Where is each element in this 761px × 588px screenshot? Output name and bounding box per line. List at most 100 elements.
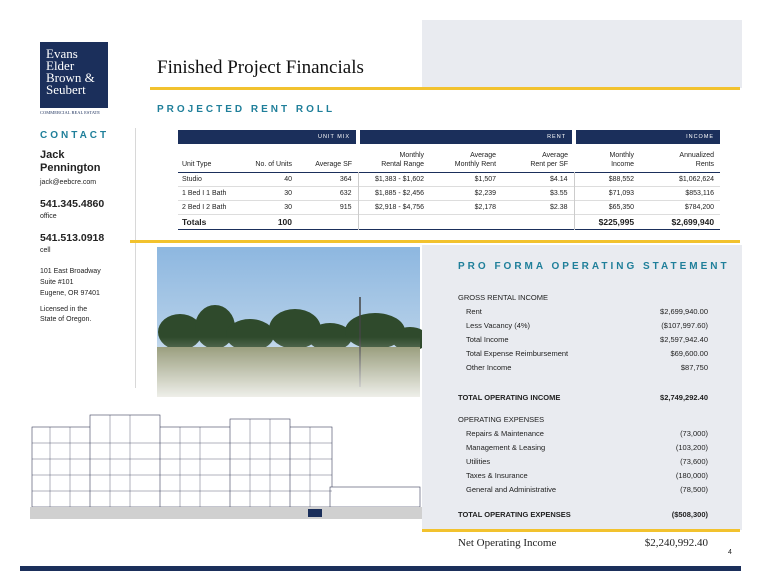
cell: $65,350 bbox=[573, 200, 641, 214]
column-header: Annualized Rents bbox=[640, 144, 720, 172]
column-header-line: Average SF bbox=[315, 160, 353, 168]
phone-number: 541.345.4860 bbox=[40, 198, 105, 210]
total-cell bbox=[357, 214, 431, 229]
license-line: State of Oregon. bbox=[40, 316, 92, 323]
section-heading-label: GROSS RENTAL INCOME bbox=[458, 292, 549, 302]
column-header: Average Monthly Rent bbox=[430, 144, 502, 172]
line-item: Repairs & Maintenance (73,000) bbox=[458, 426, 708, 440]
divider bbox=[150, 87, 740, 90]
section-total-value: $2,749,292.40 bbox=[660, 392, 708, 402]
line-item-value: $2,699,940.00 bbox=[660, 306, 708, 316]
total-cell: $225,995 bbox=[573, 214, 641, 229]
group-row: UNIT MIX RENT INCOME bbox=[178, 130, 721, 144]
pro-forma-title: PRO FORMA OPERATING STATEMENT bbox=[458, 261, 730, 272]
logo-tagline: COMMERCIAL REAL ESTATE bbox=[40, 110, 101, 115]
totals-row: Totals 100 $225,995 $2,699,940 bbox=[178, 214, 721, 229]
logo-line: Evans bbox=[46, 46, 78, 61]
column-header: Unit Type bbox=[178, 144, 250, 172]
data-row: 1 Bed I 1 Bath 30 632 $1,885 - $2,456 $2,239… bbox=[178, 186, 721, 200]
column-header-line: Annualized bbox=[679, 151, 715, 159]
group-header: UNIT MIX bbox=[178, 130, 359, 144]
column-header-row: Unit Type No. of Units Average SF Monthly Re… bbox=[178, 144, 721, 172]
column-header-line: Average bbox=[470, 151, 497, 159]
cell: $3.55 bbox=[550, 189, 568, 197]
noi-value: $2,240,992.40 bbox=[644, 537, 708, 549]
logo: Evans Elder Brown & Seubert bbox=[40, 42, 108, 108]
column-header-line: Income bbox=[611, 160, 635, 168]
section-total-value: ($508,300) bbox=[671, 509, 708, 519]
cell: $853,116 bbox=[685, 189, 715, 197]
line-item-label: Total Expense Reimbursement bbox=[466, 348, 569, 358]
column-header: Monthly Income bbox=[574, 144, 640, 172]
column-header: Monthly Rental Range bbox=[358, 144, 430, 172]
line-item-label: Management & Leasing bbox=[466, 442, 546, 452]
cell: $1,507 bbox=[474, 175, 497, 183]
cell: 2 Bed I 2 Bath bbox=[182, 203, 227, 211]
cell: 1 Bed I 1 Bath bbox=[182, 189, 227, 197]
section-heading-label: OPERATING EXPENSES bbox=[458, 414, 545, 424]
rent-roll: UNIT MIX RENT INCOME Unit Type No. of Units A… bbox=[178, 130, 721, 230]
address-line: Suite #101 bbox=[40, 279, 74, 286]
total-cell: Totals bbox=[182, 216, 207, 227]
section-heading: OPERATING EXPENSES bbox=[458, 412, 708, 426]
line-item-value: (180,000) bbox=[675, 470, 708, 480]
address-line: 101 East Broadway bbox=[40, 268, 101, 275]
cell: $2,918 - $4,756 bbox=[357, 200, 431, 214]
contact-name: Jack Pennington bbox=[40, 149, 101, 174]
line-item: Utilities (73,600) bbox=[458, 454, 708, 468]
line-item: Rent $2,699,940.00 bbox=[458, 304, 708, 318]
line-item-value: (73,600) bbox=[680, 456, 708, 466]
cell: $2.38 bbox=[550, 203, 568, 211]
phone-number: 541.513.0918 bbox=[40, 232, 105, 244]
line-item: Taxes & Insurance (180,000) bbox=[458, 468, 708, 482]
total-cell bbox=[502, 214, 574, 229]
total-cell: $2,699,940 bbox=[671, 216, 715, 227]
address-line: Eugene, OR 97401 bbox=[40, 290, 100, 297]
cell: $71,093 bbox=[573, 186, 641, 200]
line-item: Management & Leasing (103,200) bbox=[458, 440, 708, 454]
group-header: INCOME bbox=[572, 130, 721, 144]
line-item-label: Total Income bbox=[466, 334, 509, 344]
line-item-label: Repairs & Maintenance bbox=[466, 428, 544, 438]
cell: $88,552 bbox=[573, 172, 641, 186]
line-item: General and Administrative (78,500) bbox=[458, 482, 708, 496]
cell: $1,383 - $1,602 bbox=[357, 172, 431, 186]
column-header-line: Monthly bbox=[399, 151, 425, 159]
section-total-label: TOTAL OPERATING INCOME bbox=[458, 392, 561, 402]
section-total: TOTAL OPERATING INCOME $2,749,292.40 bbox=[458, 390, 708, 404]
group-header: RENT bbox=[356, 130, 575, 144]
total-cell bbox=[430, 214, 502, 229]
rent-roll-table: UNIT MIX RENT INCOME Unit Type No. of Units A… bbox=[178, 130, 721, 230]
section-heading: GROSS RENTAL INCOME bbox=[458, 290, 708, 304]
column-header-line: No. of Units bbox=[255, 160, 292, 168]
property-image bbox=[30, 247, 422, 519]
total-cell: 100 bbox=[277, 216, 292, 227]
line-item-label: Utilities bbox=[466, 456, 491, 466]
divider bbox=[422, 529, 740, 532]
line-item-value: (78,500) bbox=[680, 484, 708, 494]
logo-line: Seubert bbox=[46, 82, 86, 97]
contact: CONTACT Jack Pennington jack@eebcre.com 541… bbox=[40, 130, 140, 325]
column-header-line: Monthly bbox=[609, 151, 635, 159]
pro-forma-panel bbox=[422, 245, 742, 530]
section-total: TOTAL OPERATING EXPENSES ($508,300) bbox=[458, 507, 708, 521]
cell: $1,885 - $2,456 bbox=[357, 186, 431, 200]
column-header-line: Rental Range bbox=[381, 160, 425, 168]
column-header: No. of Units bbox=[250, 144, 298, 172]
line-item-value: $2,597,942.40 bbox=[660, 334, 708, 344]
cell: $2,239 bbox=[474, 189, 497, 197]
column-header: Average Rent per SF bbox=[502, 144, 574, 172]
column-header-line: Average bbox=[542, 151, 569, 159]
section-total-label: TOTAL OPERATING EXPENSES bbox=[458, 509, 571, 519]
cell: $784,200 bbox=[684, 203, 715, 211]
cell: 915 bbox=[339, 203, 352, 211]
column-header-line: Unit Type bbox=[182, 160, 212, 168]
separator bbox=[135, 128, 136, 388]
data-row: 2 Bed I 2 Bath 30 915 $2,918 - $4,756 $2,178… bbox=[178, 200, 721, 214]
cell: Studio bbox=[182, 175, 202, 183]
line-item-label: Rent bbox=[466, 306, 482, 316]
line-item: Total Income $2,597,942.40 bbox=[458, 332, 708, 346]
line-item-value: ($107,997.60) bbox=[661, 320, 708, 330]
line-item: Total Expense Reimbursement $69,600.00 bbox=[458, 346, 708, 360]
